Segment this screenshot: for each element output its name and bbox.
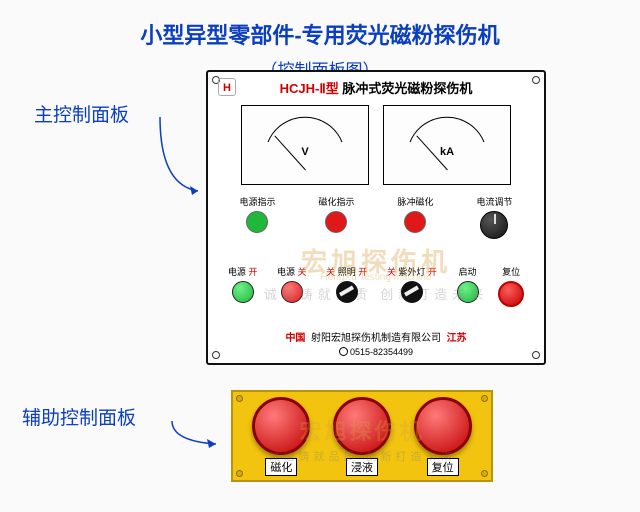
meter-scale-icon xyxy=(402,82,492,172)
phone-icon xyxy=(339,347,348,356)
indicator-light-icon xyxy=(246,211,268,233)
push-button-icon[interactable] xyxy=(281,281,303,303)
knob-icon[interactable] xyxy=(480,211,508,239)
aux-control-panel: 宏旭探伤机 诚信铸就品质 创新打造未来 磁化 浸液 复位 xyxy=(231,390,493,482)
ammeter: kA xyxy=(383,105,511,185)
button-label: 电源 关 xyxy=(277,265,307,278)
meter-unit: V xyxy=(301,146,308,158)
label-main-panel: 主控制面板 xyxy=(34,100,129,127)
aux-dip-button[interactable]: 浸液 xyxy=(333,397,391,476)
aux-button-label: 浸液 xyxy=(346,458,378,476)
meter-unit: kA xyxy=(440,146,454,158)
indicator-light-icon xyxy=(404,211,426,233)
footer-right: 江苏 xyxy=(447,333,467,344)
aux-magnetize-button[interactable]: 磁化 xyxy=(252,397,310,476)
indicator-label: 脉冲磁化 xyxy=(397,195,433,208)
pulse-indicator: 脉冲磁化 xyxy=(397,195,433,233)
uv-lamp-switch[interactable]: 关 紫外灯 开 xyxy=(387,265,437,303)
label-aux-panel: 辅助控制面板 xyxy=(22,403,136,430)
power-off-button[interactable]: 电源 关 xyxy=(277,265,307,303)
footer-left: 中国 xyxy=(285,333,305,344)
button-label: 电源 开 xyxy=(228,265,258,278)
arrow-to-aux-icon xyxy=(170,419,225,449)
mushroom-button-icon[interactable] xyxy=(333,397,391,455)
meter-scale-icon xyxy=(260,82,350,172)
switch-label: 关 照明 开 xyxy=(326,265,367,278)
brand-logo-icon: H xyxy=(218,78,236,96)
main-control-panel: H HCJH-Ⅱ型 脉冲式荧光磁粉探伤机 V kA 电源指示 磁化指示 xyxy=(206,70,546,365)
mushroom-button-icon[interactable] xyxy=(414,397,472,455)
emergency-stop-icon[interactable] xyxy=(498,281,524,307)
screw-hole-icon xyxy=(481,470,488,477)
button-row: 电源 开 电源 关 关 照明 开 关 紫外灯 开 启动 复位 xyxy=(208,265,544,307)
aux-button-label: 磁化 xyxy=(265,458,297,476)
power-indicator: 电源指示 xyxy=(239,195,275,233)
panel-footer: 中国 射阳宏旭探伤机制造有限公司 江苏 0515-82354499 xyxy=(208,329,544,357)
footer-company: 射阳宏旭探伤机制造有限公司 xyxy=(311,333,441,344)
button-label: 启动 xyxy=(457,265,479,278)
aux-button-label: 复位 xyxy=(427,458,459,476)
start-button[interactable]: 启动 xyxy=(457,265,479,303)
indicator-label: 电源指示 xyxy=(239,195,275,208)
panel-model-title: HCJH-Ⅱ型 脉冲式荧光磁粉探伤机 xyxy=(208,78,544,97)
mushroom-button-icon[interactable] xyxy=(252,397,310,455)
meter-row: V kA xyxy=(208,105,544,185)
arrow-to-main-icon xyxy=(158,115,210,195)
rotary-switch-icon[interactable] xyxy=(336,281,358,303)
footer-phone: 0515-82354499 xyxy=(208,346,544,357)
screw-hole-icon xyxy=(236,395,243,402)
voltmeter: V xyxy=(241,105,369,185)
button-label: 复位 xyxy=(498,265,524,278)
reset-estop-button[interactable]: 复位 xyxy=(498,265,524,307)
screw-hole-icon xyxy=(481,395,488,402)
switch-label: 关 紫外灯 开 xyxy=(387,265,437,278)
aux-reset-button[interactable]: 复位 xyxy=(414,397,472,476)
magnetize-indicator: 磁化指示 xyxy=(318,195,354,233)
push-button-icon[interactable] xyxy=(232,281,254,303)
indicator-light-icon xyxy=(325,211,347,233)
lighting-switch[interactable]: 关 照明 开 xyxy=(326,265,367,303)
rotary-switch-icon[interactable] xyxy=(401,281,423,303)
knob-label: 电流调节 xyxy=(476,195,512,208)
screw-hole-icon xyxy=(532,76,540,84)
page-title: 小型异型零部件-专用荧光磁粉探伤机 xyxy=(0,0,640,50)
current-adjust-knob[interactable]: 电流调节 xyxy=(476,195,512,239)
indicator-label: 磁化指示 xyxy=(318,195,354,208)
power-on-button[interactable]: 电源 开 xyxy=(228,265,258,303)
indicator-row: 电源指示 磁化指示 脉冲磁化 电流调节 xyxy=(208,195,544,239)
screw-hole-icon xyxy=(236,470,243,477)
push-button-icon[interactable] xyxy=(457,281,479,303)
